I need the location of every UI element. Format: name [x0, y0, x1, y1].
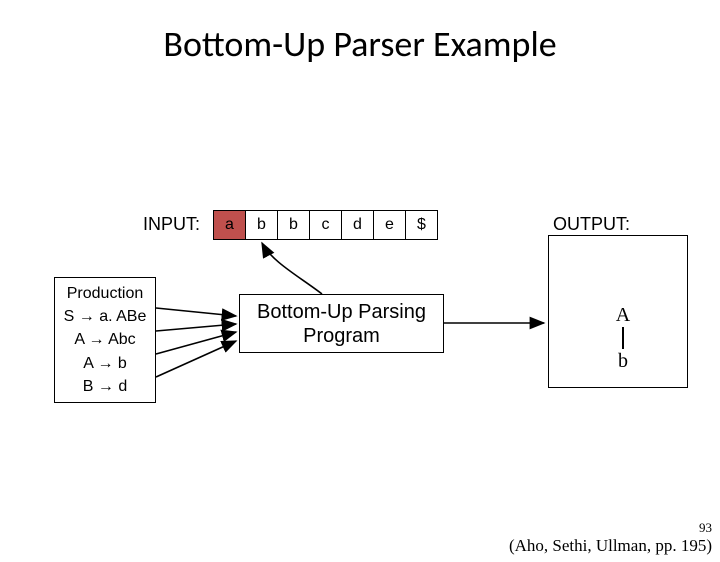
production-rule: S → a. ABe [61, 305, 149, 328]
input-cell: b [277, 210, 310, 240]
input-cell: c [309, 210, 342, 240]
input-cell: a [213, 210, 246, 240]
program-box: Bottom-Up Parsing Program [239, 294, 444, 353]
arrow-prod-to-program [156, 324, 236, 331]
arrow-prod-to-program [156, 308, 236, 316]
tree-node-leaf: b [608, 351, 638, 371]
slide-number: 93 [509, 520, 712, 536]
input-cell: $ [405, 210, 438, 240]
input-cell: d [341, 210, 374, 240]
production-rule: A → b [61, 352, 149, 375]
footer: 93 (Aho, Sethi, Ullman, pp. 195) [509, 520, 712, 556]
citation: (Aho, Sethi, Ullman, pp. 195) [509, 536, 712, 556]
arrow-program-to-input [262, 243, 322, 294]
input-strip: abbcde$ [213, 210, 438, 240]
input-cell: b [245, 210, 278, 240]
production-rule: B → d [61, 375, 149, 398]
tree-edge [622, 327, 624, 349]
parse-tree: A b [608, 305, 638, 371]
arrow-prod-to-program [156, 332, 236, 354]
arrow-prod-to-program [156, 341, 236, 377]
tree-node-root: A [608, 305, 638, 325]
production-rule: A → Abc [61, 328, 149, 351]
production-box: Production S → a. ABe A → Abc A → b B → … [54, 277, 156, 403]
input-label: INPUT: [143, 214, 200, 235]
output-label: OUTPUT: [553, 214, 630, 235]
diagram-area: INPUT: OUTPUT: abbcde$ Production S → a.… [0, 22, 720, 562]
input-cell: e [373, 210, 406, 240]
production-header: Production [61, 282, 149, 305]
